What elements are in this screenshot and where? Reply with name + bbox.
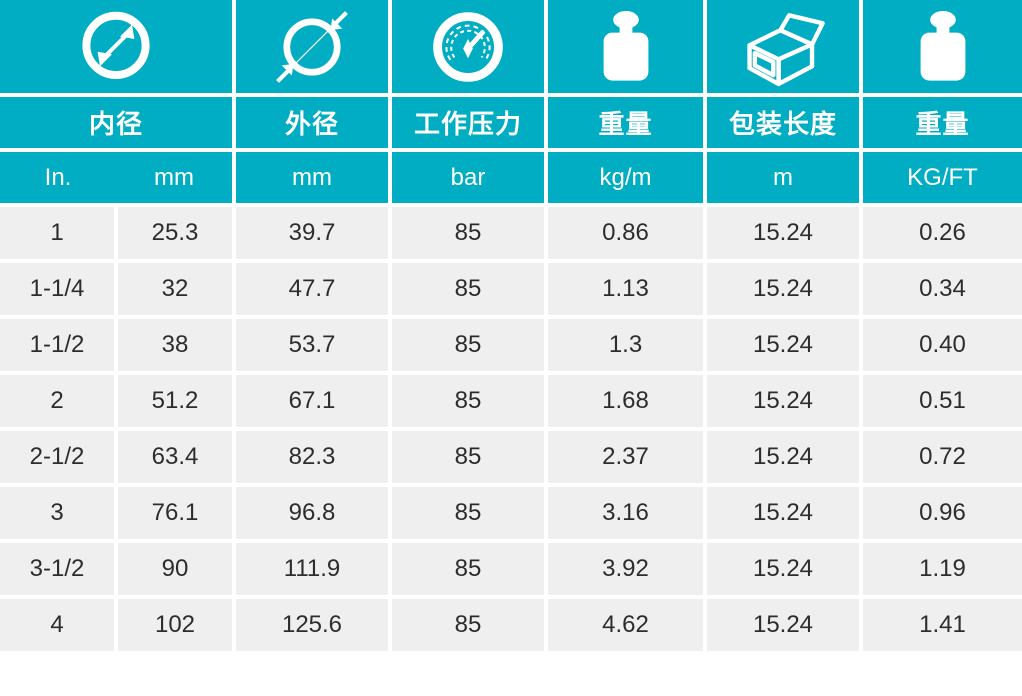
table-cell: 82.3 <box>236 431 388 483</box>
column-header-working-pressure: 工作压力 <box>392 97 544 148</box>
table-cell: 15.24 <box>707 431 859 483</box>
table-cell: 96.8 <box>236 487 388 539</box>
table-cell: 1.19 <box>863 543 1022 595</box>
table-cell: 85 <box>392 431 544 483</box>
icon-cell-inner-diameter <box>0 0 232 93</box>
table-cell: 76.1 <box>118 487 232 539</box>
table-cell: 1.41 <box>863 599 1022 651</box>
table-cell: 47.7 <box>236 263 388 315</box>
table-cell: 125.6 <box>236 599 388 651</box>
pressure-gauge-icon <box>433 11 503 82</box>
unit-cell-bar: bar <box>392 152 544 203</box>
unit-label-mm: mm <box>154 163 194 191</box>
table-cell: 85 <box>392 207 544 259</box>
column-header-outer-diameter: 外径 <box>236 97 388 148</box>
table-cell: 3.92 <box>548 543 703 595</box>
icon-cell-weight-kgft <box>863 0 1022 93</box>
column-header-weight: 重量 <box>548 97 703 148</box>
table-cell: 1-1/4 <box>0 263 114 315</box>
table-cell: 32 <box>118 263 232 315</box>
icon-cell-pressure <box>392 0 544 93</box>
table-cell: 1 <box>0 207 114 259</box>
table-cell: 3.16 <box>548 487 703 539</box>
table-cell: 85 <box>392 263 544 315</box>
unit-cell-kgm: kg/m <box>548 152 703 203</box>
table-cell: 39.7 <box>236 207 388 259</box>
icon-cell-package <box>707 0 859 93</box>
table-cell: 85 <box>392 319 544 371</box>
table-cell: 15.24 <box>707 263 859 315</box>
column-header-package-length: 包装长度 <box>707 97 859 148</box>
table-cell: 3 <box>0 487 114 539</box>
spec-table: 内径 外径 工作压力 重量 包装长度 重量 In. mm mm bar kg/m… <box>0 0 1022 651</box>
table-cell: 90 <box>118 543 232 595</box>
table-cell: 2-1/2 <box>0 431 114 483</box>
table-cell: 85 <box>392 487 544 539</box>
table-cell: 4 <box>0 599 114 651</box>
table-cell: 1.13 <box>548 263 703 315</box>
unit-label-in: In. <box>44 163 72 191</box>
unit-cell-m: m <box>707 152 859 203</box>
table-cell: 0.51 <box>863 375 1022 427</box>
icon-cell-weight-kgm <box>548 0 703 93</box>
table-cell: 0.40 <box>863 319 1022 371</box>
table-cell: 0.72 <box>863 431 1022 483</box>
unit-cell-kgft: KG/FT <box>863 152 1022 203</box>
inner-diameter-icon <box>82 11 150 79</box>
table-cell: 63.4 <box>118 431 232 483</box>
weight-icon <box>920 10 965 81</box>
icon-cell-outer-diameter <box>236 0 388 93</box>
unit-cell-inner-diameter: In. mm <box>0 152 232 203</box>
table-cell: 15.24 <box>707 207 859 259</box>
table-cell: 85 <box>392 375 544 427</box>
table-cell: 2.37 <box>548 431 703 483</box>
table-cell: 85 <box>392 599 544 651</box>
table-cell: 0.26 <box>863 207 1022 259</box>
table-cell: 51.2 <box>118 375 232 427</box>
table-cell: 15.24 <box>707 543 859 595</box>
table-cell: 1.3 <box>548 319 703 371</box>
outer-diameter-icon <box>276 10 348 83</box>
table-cell: 3-1/2 <box>0 543 114 595</box>
table-cell: 0.86 <box>548 207 703 259</box>
table-cell: 15.24 <box>707 487 859 539</box>
table-cell: 2 <box>0 375 114 427</box>
table-cell: 38 <box>118 319 232 371</box>
table-cell: 111.9 <box>236 543 388 595</box>
table-cell: 25.3 <box>118 207 232 259</box>
table-cell: 85 <box>392 543 544 595</box>
column-header-weight-2: 重量 <box>863 97 1022 148</box>
table-cell: 0.96 <box>863 487 1022 539</box>
table-cell: 15.24 <box>707 319 859 371</box>
weight-icon <box>603 10 648 81</box>
table-cell: 1-1/2 <box>0 319 114 371</box>
unit-pair: In. mm <box>0 152 232 203</box>
table-cell: 0.34 <box>863 263 1022 315</box>
table-cell: 53.7 <box>236 319 388 371</box>
package-box-icon <box>747 12 825 86</box>
table-cell: 15.24 <box>707 375 859 427</box>
unit-cell-outer-diameter: mm <box>236 152 388 203</box>
table-cell: 15.24 <box>707 599 859 651</box>
table-cell: 4.62 <box>548 599 703 651</box>
table-cell: 102 <box>118 599 232 651</box>
column-header-inner-diameter: 内径 <box>0 97 232 148</box>
table-cell: 1.68 <box>548 375 703 427</box>
table-cell: 67.1 <box>236 375 388 427</box>
